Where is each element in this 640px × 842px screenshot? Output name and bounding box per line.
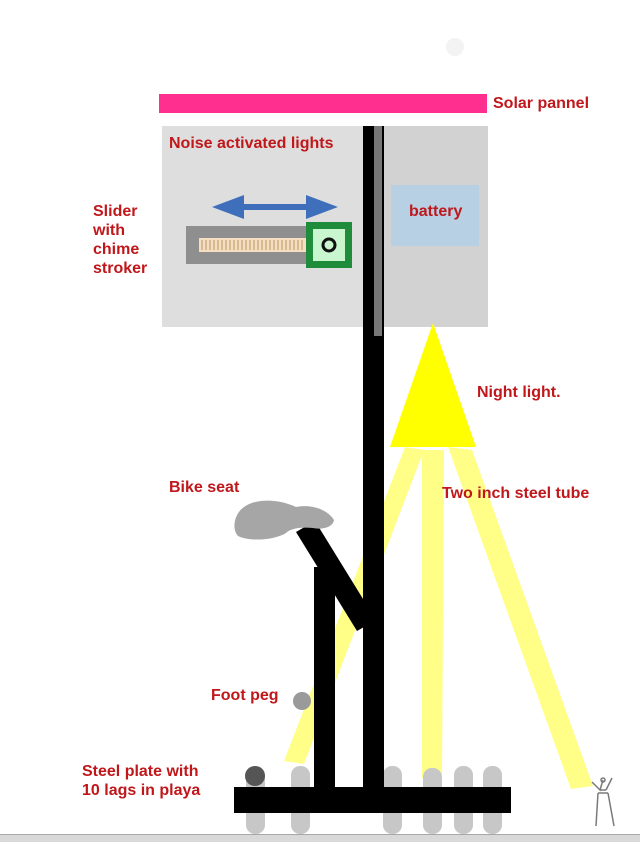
foot-peg-label: Foot peg bbox=[211, 687, 279, 704]
noise-lights-label: Noise activated lights bbox=[169, 135, 334, 152]
night-light-label: Night light. bbox=[477, 384, 561, 401]
night-light-cone bbox=[390, 323, 476, 447]
steel-tube-highlight bbox=[374, 126, 382, 336]
slider-label: Slider with chime stroker bbox=[93, 203, 148, 277]
solar-panel bbox=[159, 94, 487, 113]
background-dot bbox=[446, 38, 464, 56]
seat-post-leg bbox=[314, 567, 335, 790]
window-bottom-edge bbox=[0, 834, 640, 842]
steel-tube-label: Two inch steel tube bbox=[442, 485, 590, 502]
slider-ticks bbox=[201, 240, 303, 250]
lag-bolt-head bbox=[245, 766, 265, 786]
bike-seat bbox=[234, 500, 334, 540]
solar-panel-label: Solar pannel bbox=[493, 95, 590, 112]
battery-box bbox=[391, 185, 479, 246]
battery-label: battery bbox=[409, 203, 463, 220]
foot-peg bbox=[293, 692, 311, 710]
light-beam-center bbox=[422, 450, 444, 778]
steel-plate bbox=[234, 787, 511, 813]
double-arrow-icon bbox=[212, 195, 338, 219]
human-figure-icon bbox=[591, 777, 615, 827]
seat-post-diagonal bbox=[296, 521, 376, 631]
button-circle-icon bbox=[306, 222, 352, 268]
steel-plate-label: Steel plate with 10 lags in playa bbox=[82, 763, 201, 799]
light-beam-right bbox=[448, 447, 593, 789]
bike-seat-label: Bike seat bbox=[169, 479, 240, 496]
